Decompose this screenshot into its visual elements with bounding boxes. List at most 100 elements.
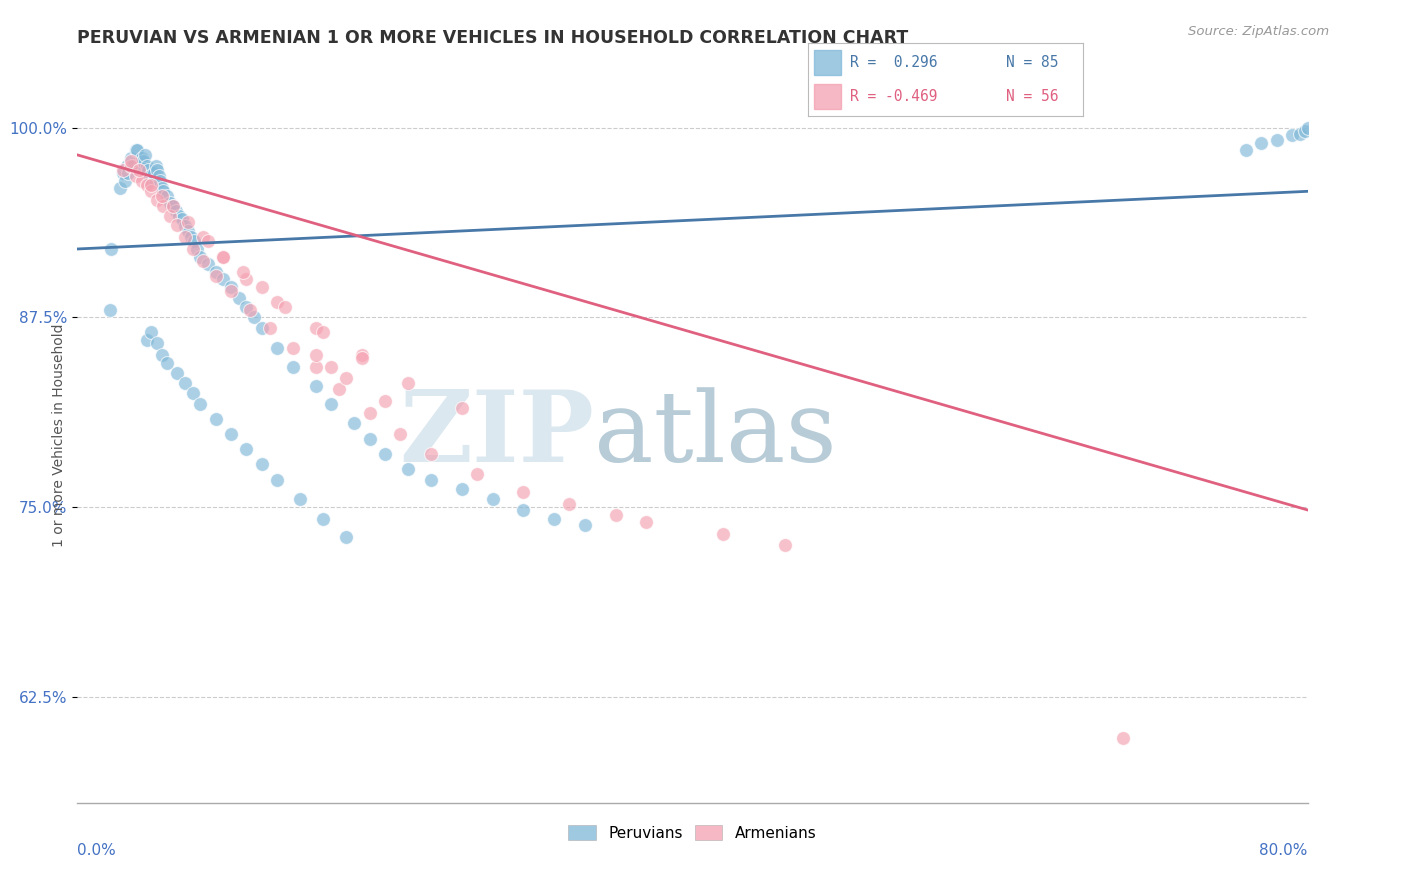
- Point: [166, 367, 188, 381]
- Point: [159, 209, 181, 223]
- Point: [162, 199, 184, 213]
- Point: [138, 169, 160, 183]
- Point: [420, 473, 443, 487]
- Bar: [814, 50, 841, 75]
- Point: [319, 360, 342, 375]
- Point: [465, 467, 488, 481]
- Point: [121, 159, 143, 173]
- Point: [120, 153, 142, 168]
- Point: [512, 503, 534, 517]
- Point: [266, 473, 288, 487]
- Point: [150, 181, 173, 195]
- Point: [188, 250, 212, 264]
- Point: [259, 321, 281, 335]
- Point: [228, 291, 250, 305]
- Point: [165, 204, 187, 219]
- Point: [170, 211, 193, 226]
- Point: [117, 166, 139, 180]
- Point: [132, 153, 155, 168]
- Point: [773, 538, 796, 552]
- Point: [274, 300, 297, 314]
- Y-axis label: 1 or more Vehicles in Household: 1 or more Vehicles in Household: [52, 323, 66, 547]
- Point: [134, 148, 156, 162]
- Point: [396, 376, 419, 390]
- Point: [177, 224, 200, 238]
- Point: [305, 321, 328, 335]
- Point: [235, 442, 257, 457]
- Point: [305, 360, 328, 375]
- Point: [127, 144, 149, 158]
- Point: [204, 412, 226, 426]
- Point: [374, 393, 396, 408]
- Point: [110, 181, 132, 195]
- Point: [335, 371, 357, 385]
- Point: [181, 242, 204, 256]
- Text: atlas: atlas: [595, 387, 837, 483]
- Point: [219, 285, 242, 299]
- Point: [125, 169, 148, 183]
- Point: [204, 265, 226, 279]
- Point: [450, 401, 472, 416]
- Point: [1234, 144, 1257, 158]
- Point: [1112, 731, 1135, 745]
- Point: [350, 351, 373, 366]
- Point: [174, 376, 197, 390]
- Point: [389, 427, 412, 442]
- Point: [145, 159, 167, 173]
- Point: [312, 326, 335, 340]
- Point: [512, 484, 534, 499]
- Point: [343, 417, 366, 431]
- Point: [193, 254, 215, 268]
- Point: [319, 397, 342, 411]
- Point: [115, 159, 138, 173]
- Point: [118, 159, 141, 173]
- Point: [197, 235, 219, 249]
- Point: [159, 196, 181, 211]
- Point: [558, 497, 581, 511]
- Point: [112, 163, 135, 178]
- Point: [112, 166, 135, 180]
- Point: [290, 492, 312, 507]
- Point: [266, 341, 288, 355]
- Point: [183, 235, 205, 249]
- Point: [232, 265, 254, 279]
- Point: [235, 300, 257, 314]
- Point: [212, 250, 235, 264]
- Point: [193, 230, 215, 244]
- Point: [141, 174, 163, 188]
- Point: [335, 530, 357, 544]
- Point: [174, 219, 197, 234]
- Point: [149, 174, 172, 188]
- Point: [155, 189, 177, 203]
- Point: [162, 199, 184, 213]
- Point: [574, 518, 596, 533]
- Point: [219, 280, 242, 294]
- Point: [281, 360, 304, 375]
- Point: [1294, 123, 1316, 137]
- Point: [152, 199, 174, 213]
- Point: [450, 482, 472, 496]
- Point: [131, 151, 153, 165]
- Point: [141, 326, 163, 340]
- Text: 0.0%: 0.0%: [77, 843, 117, 858]
- Point: [420, 447, 443, 461]
- Point: [181, 386, 204, 401]
- Point: [114, 174, 136, 188]
- Point: [605, 508, 627, 522]
- Point: [312, 512, 335, 526]
- Point: [188, 397, 212, 411]
- Point: [166, 218, 188, 232]
- Point: [150, 348, 173, 362]
- Point: [204, 269, 226, 284]
- Text: ZIP: ZIP: [399, 386, 595, 483]
- Text: PERUVIAN VS ARMENIAN 1 OR MORE VEHICLES IN HOUSEHOLD CORRELATION CHART: PERUVIAN VS ARMENIAN 1 OR MORE VEHICLES …: [77, 29, 908, 46]
- Legend: Peruvians, Armenians: Peruvians, Armenians: [562, 819, 823, 847]
- Point: [146, 194, 169, 208]
- Point: [128, 163, 150, 178]
- Point: [100, 242, 122, 256]
- Point: [281, 341, 304, 355]
- Text: 80.0%: 80.0%: [1260, 843, 1308, 858]
- Point: [180, 230, 202, 244]
- Point: [146, 336, 169, 351]
- Point: [125, 144, 148, 158]
